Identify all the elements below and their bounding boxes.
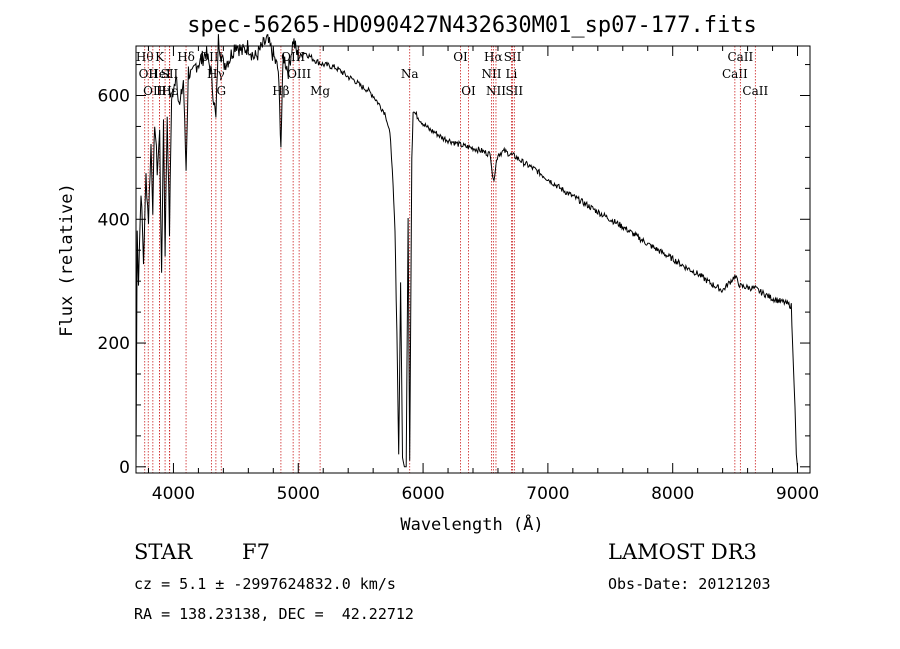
line-label-11: G <box>216 84 226 98</box>
line-label-8: Hδ <box>177 50 195 64</box>
x-tick-label: 7000 <box>526 484 569 504</box>
line-label-22: Li <box>506 67 518 81</box>
observation-date: Obs-Date: 20121203 <box>608 575 771 593</box>
y-axis-label: Flux (relative) <box>57 183 77 337</box>
line-label-16: Na <box>401 67 419 81</box>
line-label-18: OI <box>461 84 476 98</box>
line-label-27: CaII <box>742 84 768 98</box>
line-label-2: OII <box>143 84 163 98</box>
plot-frame <box>135 45 811 474</box>
line-label-21: NII <box>486 84 506 98</box>
survey-name: LAMOST DR3 <box>608 540 757 564</box>
chart-title: spec-56265-HD090427N432630M01_sp07-177.f… <box>187 13 757 38</box>
x-tick-label: 8000 <box>651 484 694 504</box>
line-label-14: OIII <box>287 67 311 81</box>
line-label-24: SII <box>505 84 523 98</box>
line-label-12: Hβ <box>272 84 289 98</box>
line-label-15: Mg <box>310 84 330 98</box>
y-tick-label: 200 <box>98 334 130 354</box>
line-label-19: NII <box>481 67 501 81</box>
line-label-20: Hα <box>484 50 503 64</box>
line-label-23: SII <box>504 50 522 64</box>
object-class: STAR <box>134 540 193 564</box>
x-tick-label: 5000 <box>277 484 320 504</box>
x-tick-label: 9000 <box>776 484 819 504</box>
object-subclass: F7 <box>242 540 270 564</box>
line-label-26: CaII <box>727 50 753 64</box>
x-tick-label: 4000 <box>152 484 195 504</box>
redshift-text: cz = 5.1 ± -2997624832.0 km/s <box>134 575 396 593</box>
x-tick-label: 6000 <box>401 484 444 504</box>
y-tick-label: 400 <box>98 210 130 230</box>
coordinates-text: RA = 138.23138, DEC = 42.22712 <box>134 605 414 623</box>
line-label-17: OI <box>453 50 468 64</box>
line-label-0: Hθ <box>136 50 154 64</box>
line-label-1: OII <box>139 67 159 81</box>
line-label-3: K <box>155 50 165 64</box>
y-tick-label: 0 <box>119 458 130 478</box>
spectrum-series-line <box>135 33 798 468</box>
x-axis-label: Wavelength (Å) <box>400 513 543 535</box>
line-label-7: Hε <box>161 84 178 98</box>
y-tick-label: 600 <box>98 87 130 107</box>
line-label-25: CaII <box>722 67 748 81</box>
axis-ticks: 4000 5000 6000 7000 8000 9000 0 200 400 600 <box>98 46 819 504</box>
